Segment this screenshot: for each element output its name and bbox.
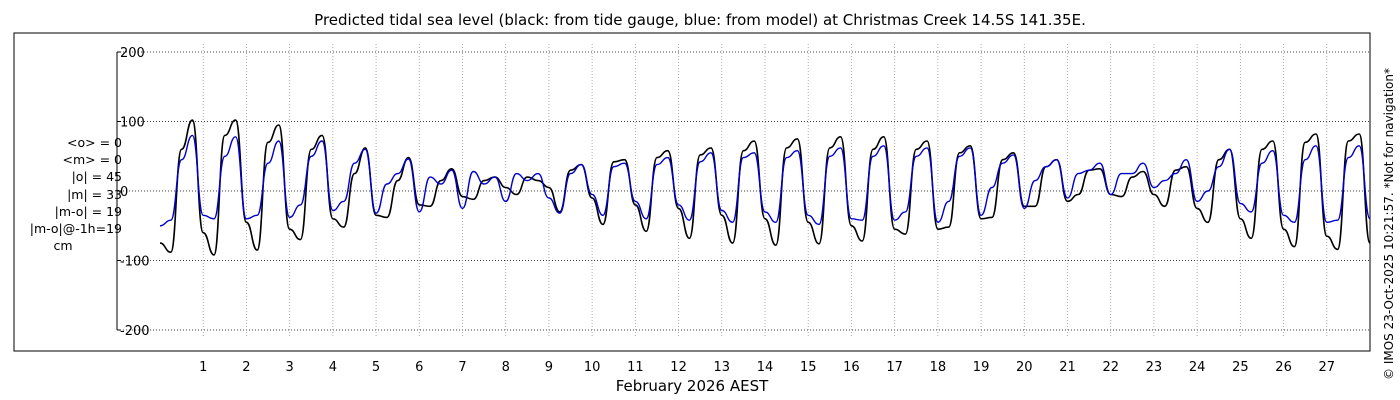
x-tick-label: 3 (286, 360, 294, 375)
stat-abs-diff: |m-o| = 19 (54, 203, 122, 219)
chart-title: Predicted tidal sea level (black: from t… (314, 11, 1086, 29)
x-tick-label: 21 (1059, 360, 1076, 375)
y-tick-label: 200 (120, 46, 145, 61)
statistics-panel: <o> = 0 <m> = 0 |o| = 45 |m| = 33 |m-o| … (0, 134, 126, 254)
stat-mean-model: <m> = 0 (62, 152, 123, 168)
x-tick-label: 24 (1189, 360, 1206, 375)
x-tick-label: 19 (973, 360, 990, 375)
series-lines (159, 119, 1371, 256)
stat-mean-observed: <o> = 0 (67, 135, 122, 150)
x-tick-label: 17 (886, 360, 903, 375)
y-tick-label: 0 (120, 185, 128, 200)
x-axis-label: February 2026 AEST (616, 377, 769, 395)
x-tick-label: 12 (670, 360, 687, 375)
x-tick-label: 18 (930, 360, 947, 375)
y-tick-label: -100 (120, 255, 150, 270)
credit-note: © IMOS 23-Oct-2025 10:21:57. *Not for na… (1382, 68, 1396, 380)
x-tick-label: 7 (458, 360, 466, 375)
x-tick-label: 9 (545, 360, 553, 375)
x-tick-label: 16 (843, 360, 860, 375)
stat-abs-diff-lag: |m-o|@-1h=19 (29, 221, 122, 237)
x-tick-label: 10 (584, 360, 601, 375)
x-tick-label: 5 (372, 360, 380, 375)
stat-abs-observed: |o| = 45 (71, 169, 122, 185)
x-tick-label: 22 (1102, 360, 1119, 375)
x-tick-label: 14 (757, 360, 774, 375)
x-tick-label: 27 (1319, 360, 1336, 375)
x-tick-label: 8 (502, 360, 510, 375)
stat-abs-model: |m| = 33 (67, 186, 122, 202)
x-tick-label: 1 (199, 360, 207, 375)
y-tick-label: 100 (120, 116, 145, 131)
x-tick-label: 4 (329, 360, 337, 375)
y-tick-label: -200 (120, 324, 150, 339)
grid (117, 44, 1370, 338)
x-tick-label: 23 (1146, 360, 1163, 375)
stat-unit: cm (53, 238, 73, 254)
x-tick-label: 6 (415, 360, 423, 375)
x-tick-label: 2 (242, 360, 250, 375)
x-tick-label: 26 (1275, 360, 1292, 375)
x-tick-label: 25 (1232, 360, 1249, 375)
x-tick-label: 15 (800, 360, 817, 375)
x-tick-label: 20 (1016, 360, 1033, 375)
x-tick-label: 13 (714, 360, 731, 375)
outer-frame (13, 32, 1371, 352)
x-tick-label: 11 (627, 360, 644, 375)
series-line-model (159, 134, 1371, 227)
